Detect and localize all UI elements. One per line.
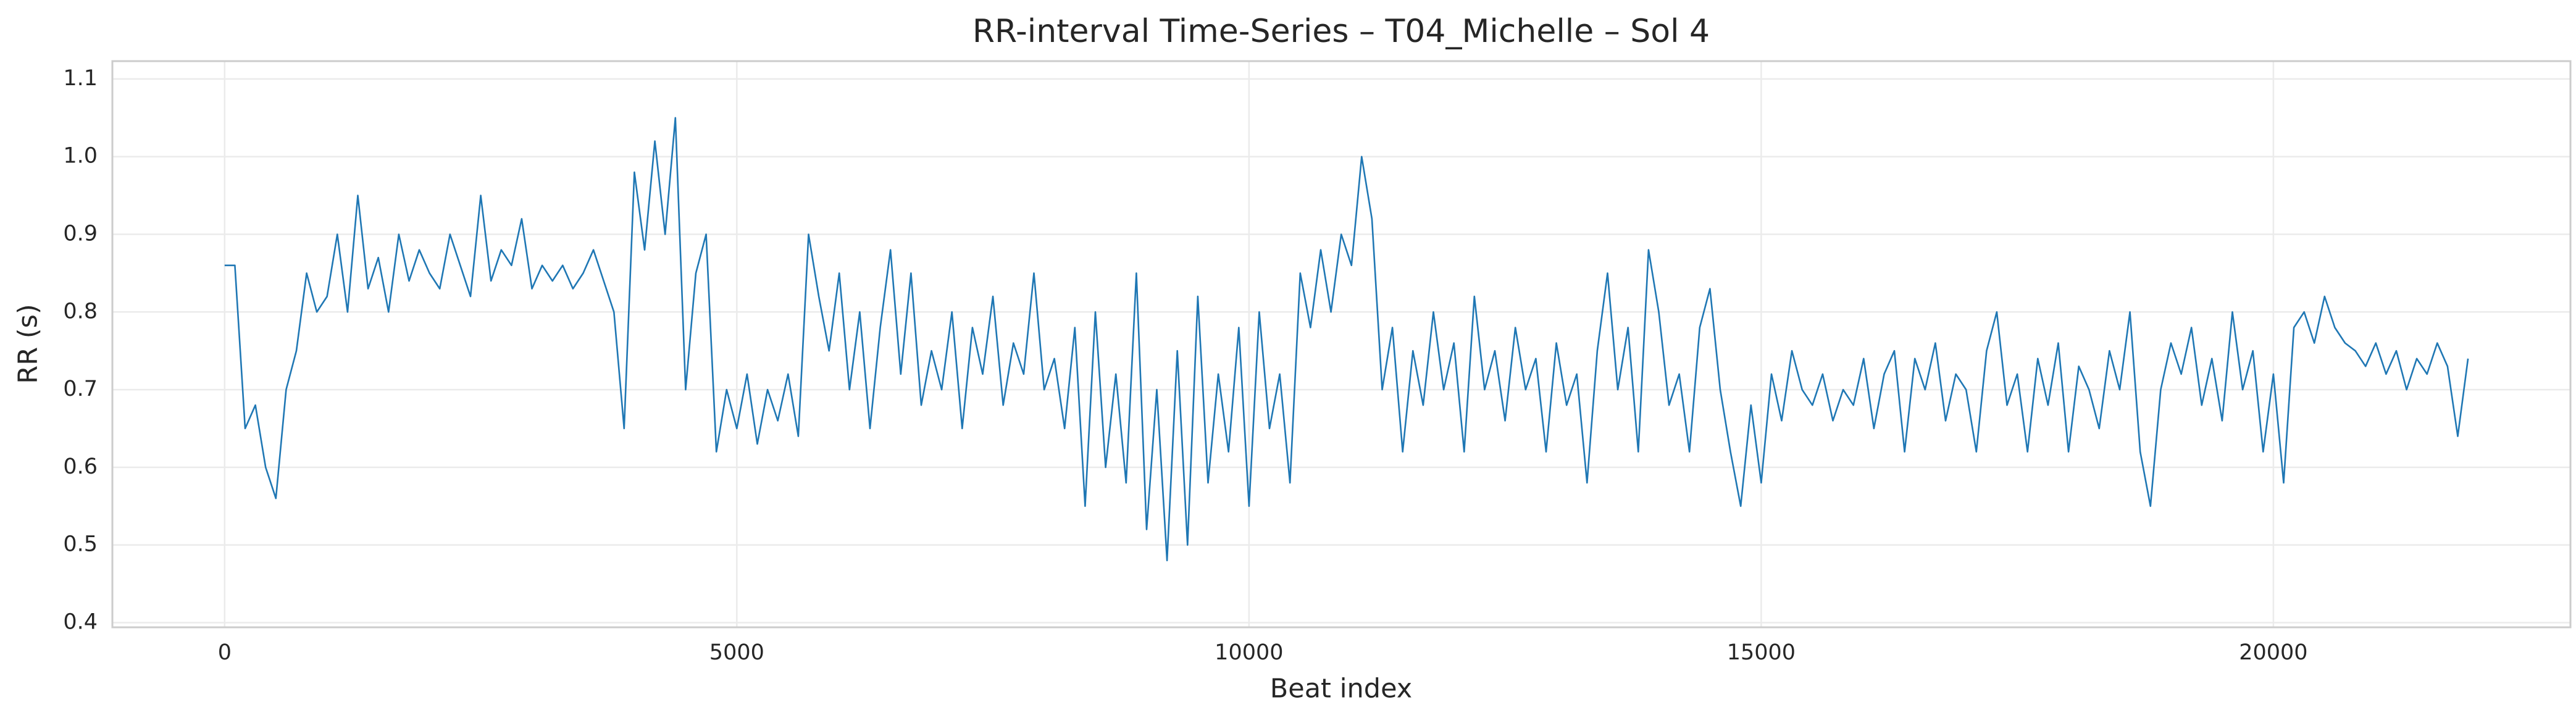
x-axis-label: Beat index [1270, 674, 1412, 704]
y-tick-label: 0.4 [63, 609, 98, 634]
y-tick-label: 0.7 [63, 377, 98, 401]
chart-title: RR-interval Time-Series – T04_Michelle –… [972, 13, 1710, 50]
y-axis-label: RR (s) [13, 304, 44, 383]
x-tick-label: 5000 [709, 640, 764, 665]
y-tick-label: 1.1 [63, 66, 98, 91]
y-tick-label: 1.0 [63, 144, 98, 169]
y-tick-label: 0.6 [63, 454, 98, 479]
x-tick-label: 20000 [2239, 640, 2307, 665]
y-tick-label: 0.9 [63, 222, 98, 246]
plot-frame [111, 60, 2572, 629]
y-tick-label: 0.5 [63, 532, 98, 557]
data-line [224, 117, 2469, 562]
x-tick-label: 15000 [1727, 640, 1796, 665]
y-tick-label: 0.8 [63, 299, 98, 324]
x-tick-label: 10000 [1215, 640, 1283, 665]
x-tick-label: 0 [218, 640, 232, 665]
